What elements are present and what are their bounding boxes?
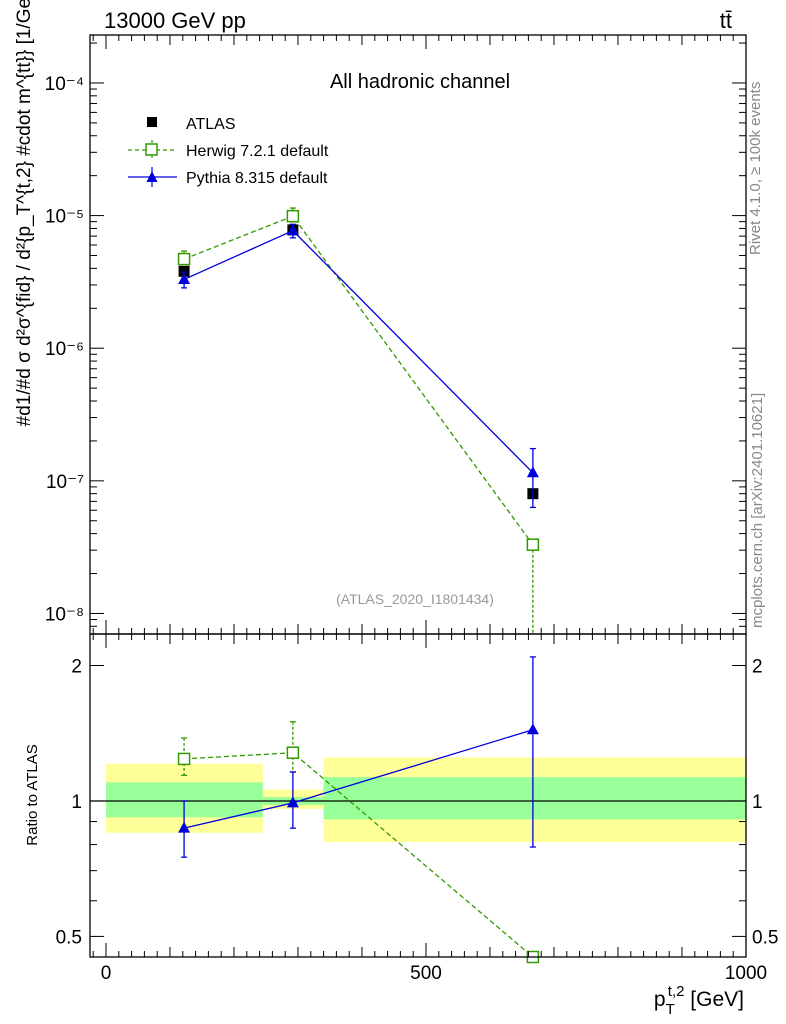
main-ytick-label: 10⁻⁴ bbox=[45, 74, 84, 95]
ratio-ytick-label-right: 2 bbox=[752, 657, 763, 678]
main-herwig-line bbox=[183, 215, 534, 546]
main-ylabel: #d1/#d σ d²σ^{fid} / d²{p_T^{t,2} #cdot … bbox=[14, 0, 35, 426]
legend-pythia-marker bbox=[146, 171, 158, 182]
legend: ATLAS Herwig 7.2.1 default Pythia 8.315 … bbox=[128, 116, 329, 187]
tick-labels-group: 10⁻⁸ 10⁻⁷ 10⁻⁶ 10⁻⁵ 10⁻⁴ 0.5 0.5 1 1 2 2 0 500 1000 bbox=[45, 74, 779, 984]
xtick-label: 500 bbox=[410, 963, 442, 984]
ratio-herwig-point-1 bbox=[286, 746, 300, 759]
main-pythia-point-0 bbox=[178, 272, 191, 284]
axes-group bbox=[89, 34, 747, 958]
legend-atlas-label: ATLAS bbox=[186, 116, 236, 133]
main-pythia-line bbox=[183, 229, 534, 474]
main-herwig-point-2 bbox=[526, 538, 540, 551]
analysis-watermark: (ATLAS_2020_I1801434) bbox=[336, 591, 494, 607]
main-atlas-point-0 bbox=[178, 265, 190, 277]
main-herwig-point-0 bbox=[177, 252, 191, 266]
main-pythia-point-2 bbox=[526, 466, 539, 478]
main-ytick-label: 10⁻⁷ bbox=[46, 472, 84, 493]
ratio-series-group bbox=[177, 656, 540, 964]
legend-pythia-label: Pythia 8.315 default bbox=[186, 170, 328, 187]
legend-herwig-marker bbox=[145, 143, 158, 156]
ratio-ytick-label-right: 0.5 bbox=[752, 927, 778, 948]
ratio-ytick-label-left: 1 bbox=[71, 792, 82, 813]
main-pythia-point-1 bbox=[286, 224, 299, 236]
ratio-herwig-point-0 bbox=[177, 752, 191, 766]
chart-title: All hadronic channel bbox=[330, 71, 510, 93]
ratio-ytick-label-left: 2 bbox=[71, 657, 82, 678]
legend-atlas-marker bbox=[147, 117, 157, 127]
main-series-group bbox=[177, 207, 540, 634]
ratio-pythia-point-2 bbox=[526, 723, 539, 735]
main-ytick-label: 10⁻⁸ bbox=[45, 604, 84, 625]
ratio-pythia-point-1 bbox=[286, 796, 299, 808]
header-energy-label: 13000 GeV pp bbox=[104, 8, 246, 33]
ratio-uncertainty-bands bbox=[106, 757, 746, 843]
xtick-label: 0 bbox=[101, 963, 112, 984]
main-ytick-label: 10⁻⁶ bbox=[45, 339, 84, 360]
mcplots-label: mcplots.cern.ch [arXiv:2401.10621] bbox=[749, 393, 766, 628]
ratio-ytick-label-left: 0.5 bbox=[56, 927, 82, 948]
legend-herwig-label: Herwig 7.2.1 default bbox=[186, 143, 329, 160]
header-process-label: tt̄ bbox=[720, 8, 732, 33]
ratio-ylabel: Ratio to ATLAS bbox=[24, 744, 41, 845]
ratio-band-inner-2 bbox=[323, 777, 746, 820]
xlabel: pTt,2 [GeV] bbox=[654, 983, 744, 1018]
ratio-pythia-point-0 bbox=[178, 821, 191, 833]
xtick-label: 1000 bbox=[725, 963, 767, 984]
rivet-version-label: Rivet 4.1.0, ≥ 100k events bbox=[747, 82, 764, 255]
ratio-ytick-label-right: 1 bbox=[752, 792, 763, 813]
main-herwig-point-1 bbox=[286, 209, 300, 223]
ratio-frame bbox=[89, 633, 747, 958]
main-ytick-label: 10⁻⁵ bbox=[45, 207, 84, 228]
